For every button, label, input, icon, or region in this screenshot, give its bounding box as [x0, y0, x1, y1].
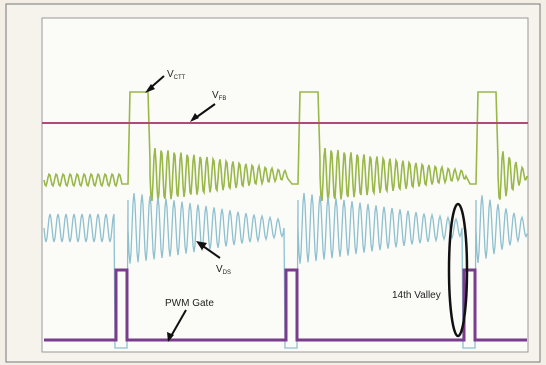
pwm-gate-label: PWM Gate — [165, 298, 214, 309]
page: VCTT VFB VDS PWM Gate 14th Valley (() =>… — [0, 0, 546, 365]
label-sub: CTT — [174, 75, 186, 81]
valley-label: 14th Valley — [392, 290, 441, 301]
figure: VCTT VFB VDS PWM Gate 14th Valley — [0, 0, 546, 365]
label-sub: DS — [223, 270, 231, 276]
label-sub: FB — [219, 96, 227, 102]
